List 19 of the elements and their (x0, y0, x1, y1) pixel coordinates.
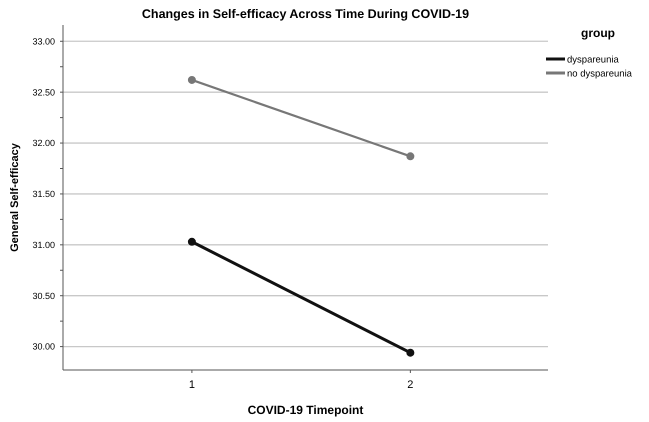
y-tick-label: 30.50 (32, 290, 55, 301)
y-tick-label: 30.00 (32, 342, 55, 352)
legend-label: dyspareunia (567, 54, 620, 66)
x-tick-label: 1 (188, 379, 195, 391)
legend-label: no dyspareunia (567, 68, 633, 80)
y-axis-title: General Self-efficacy (9, 142, 21, 252)
y-tick-label: 32.00 (32, 138, 55, 148)
x-axis-title: COVID-19 Timepoint (248, 403, 364, 417)
point (188, 76, 196, 84)
y-tick-label: 32.50 (32, 87, 55, 98)
legend-title: group (581, 26, 615, 40)
point (188, 238, 196, 246)
x-tick-label: 2 (407, 379, 414, 391)
chart-title: Changes in Self-efficacy Across Time During COVID-19 (142, 7, 470, 21)
point (406, 152, 414, 160)
y-tick-label: 31.00 (32, 240, 55, 250)
y-tick-label: 33.00 (32, 36, 55, 46)
point (406, 348, 414, 357)
y-tick-label: 31.50 (32, 189, 55, 200)
